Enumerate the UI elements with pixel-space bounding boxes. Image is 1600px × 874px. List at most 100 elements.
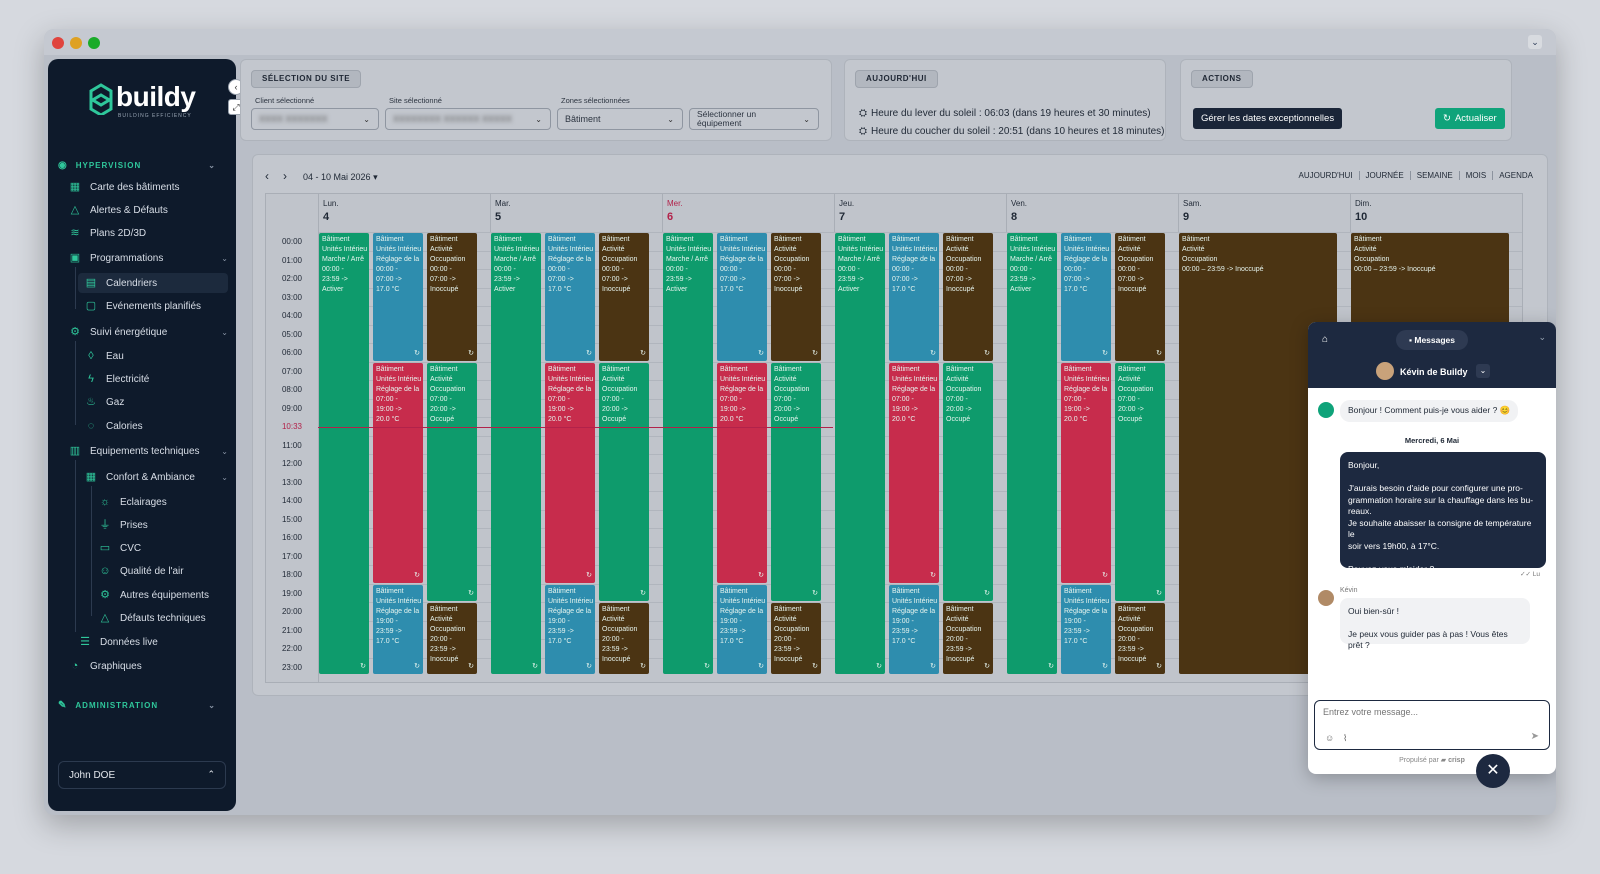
- sidebar-item-gaz[interactable]: ♨ Gaz: [84, 392, 124, 412]
- avatar: [1376, 362, 1394, 380]
- event-inoccupe-nuit[interactable]: Bâtiment Activité Occupation 00:00 - 07:00 -…: [943, 233, 993, 361]
- event-line: Unités Intérieu: [720, 597, 766, 605]
- sidebar-item-autres[interactable]: ⚙ Autres équipements: [98, 585, 209, 605]
- view-today[interactable]: AUJOURD'HUI: [1293, 171, 1360, 180]
- sidebar-item-carte[interactable]: ▦ Carte des bâtiments: [68, 177, 180, 197]
- day-header[interactable]: Lun. 4: [318, 194, 490, 232]
- sidebar-item-defauts[interactable]: △ Défauts techniques: [98, 608, 206, 628]
- message-input[interactable]: [1323, 707, 1533, 717]
- equipment-select[interactable]: Sélectionner un équipement ⌄: [689, 108, 819, 130]
- sidebar-item-evenements[interactable]: ▢ Evénements planifiés: [84, 296, 201, 316]
- maximize-window-button[interactable]: [88, 37, 100, 49]
- event-consigne-soir[interactable]: Bâtiment Unités Intérieu Réglage de la 19:0…: [545, 584, 595, 674]
- event-consigne-nuit[interactable]: Bâtiment Unités Intérieu Réglage de la 00:0…: [717, 233, 767, 361]
- attachment-icon[interactable]: ⌇: [1343, 733, 1348, 743]
- event-inoccupe-nuit[interactable]: Bâtiment Activité Occupation 00:00 - 07:00 -…: [427, 233, 477, 361]
- event-inoccupe-soir[interactable]: Bâtiment Activité Occupation 20:00 - 23:59 -…: [599, 603, 649, 674]
- view-day[interactable]: JOURNÉE: [1360, 171, 1411, 180]
- sidebar-item-electricite[interactable]: ϟ Electricité: [84, 369, 149, 389]
- event-occupe[interactable]: Bâtiment Activité Occupation 07:00 - 20:00 -…: [771, 362, 821, 601]
- user-menu[interactable]: John DOE ⌃: [58, 761, 226, 789]
- sidebar-item-eclairages[interactable]: ☼ Eclairages: [98, 492, 167, 512]
- event-marche-arret[interactable]: Bâtiment Unités Intérieu Marche / Arrê 00:0…: [319, 233, 369, 674]
- view-agenda[interactable]: AGENDA: [1499, 171, 1533, 180]
- chevron-down-icon[interactable]: ⌄: [1476, 364, 1490, 378]
- event-consigne-soir[interactable]: Bâtiment Unités Intérieu Réglage de la 19:0…: [373, 584, 423, 674]
- sidebar-item-graphiques[interactable]: ◔ Graphiques: [68, 656, 142, 676]
- exceptional-dates-button[interactable]: Gérer les dates exceptionnelles: [1193, 108, 1343, 129]
- next-week-button[interactable]: ›: [283, 169, 287, 183]
- sidebar-item-label: Alertes & Défauts: [90, 204, 168, 216]
- send-icon[interactable]: ➤: [1530, 731, 1539, 742]
- event-consigne-jour[interactable]: Bâtiment Unités Intérieu Réglage de la 07:0…: [1061, 362, 1111, 583]
- event-occupe[interactable]: Bâtiment Activité Occupation 07:00 - 20:00 -…: [427, 362, 477, 601]
- day-header[interactable]: Mar. 5: [490, 194, 662, 232]
- event-consigne-jour[interactable]: Bâtiment Unités Intérieu Réglage de la 07:0…: [545, 362, 595, 583]
- event-consigne-jour[interactable]: Bâtiment Unités Intérieu Réglage de la 07:0…: [373, 362, 423, 583]
- event-consigne-soir[interactable]: Bâtiment Unités Intérieu Réglage de la 19:0…: [889, 584, 939, 674]
- event-consigne-nuit[interactable]: Bâtiment Unités Intérieu Réglage de la 00:0…: [1061, 233, 1111, 361]
- client-select[interactable]: XXXX XXXXXXX ⌄: [251, 108, 379, 130]
- sidebar-item-suivi-energetique[interactable]: ⚙ Suivi énergétique ⌄: [68, 322, 228, 342]
- event-consigne-soir[interactable]: Bâtiment Unités Intérieu Réglage de la 19:0…: [1061, 584, 1111, 674]
- emoji-icon[interactable]: ☺: [1325, 733, 1335, 743]
- event-consigne-jour[interactable]: Bâtiment Unités Intérieu Réglage de la 07:0…: [889, 362, 939, 583]
- day-header[interactable]: Sam. 9: [1178, 194, 1350, 232]
- event-occupe[interactable]: Bâtiment Activité Occupation 07:00 - 20:00 -…: [1115, 362, 1165, 601]
- day-header[interactable]: Ven. 8: [1006, 194, 1178, 232]
- sidebar-item-eau[interactable]: ◊ Eau: [84, 346, 124, 366]
- refresh-button[interactable]: ↻ Actualiser: [1435, 108, 1505, 129]
- day-header[interactable]: Mer. 6: [662, 194, 834, 232]
- event-marche-arret[interactable]: Bâtiment Unités Intérieu Marche / Arrê 00:0…: [491, 233, 541, 674]
- event-marche-arret[interactable]: Bâtiment Unités Intérieu Marche / Arrê 00:0…: [663, 233, 713, 674]
- event-marche-arret[interactable]: Bâtiment Unités Intérieu Marche / Arrê 00:0…: [1007, 233, 1057, 674]
- chevron-down-icon[interactable]: ⌄: [1528, 35, 1542, 49]
- sidebar-item-alertes[interactable]: △ Alertes & Défauts: [68, 200, 168, 220]
- sidebar-item-prises[interactable]: ⏚ Prises: [98, 515, 148, 535]
- event-inoccupe-soir[interactable]: Bâtiment Activité Occupation 20:00 - 23:59 -…: [943, 603, 993, 674]
- event-inoccupe-soir[interactable]: Bâtiment Activité Occupation 20:00 - 23:59 -…: [427, 603, 477, 674]
- prev-week-button[interactable]: ‹: [265, 169, 269, 183]
- event-line: Unités Intérieu: [838, 246, 884, 253]
- view-week[interactable]: SEMAINE: [1411, 171, 1460, 180]
- close-window-button[interactable]: [52, 37, 64, 49]
- chevron-down-icon[interactable]: ⌄: [1538, 332, 1546, 342]
- event-consigne-nuit[interactable]: Bâtiment Unités Intérieu Réglage de la 00:0…: [373, 233, 423, 361]
- event-inoccupe-nuit[interactable]: Bâtiment Activité Occupation 00:00 - 07:00 -…: [599, 233, 649, 361]
- site-select[interactable]: XXXXXXXX XXXXXX XXXXX ⌄: [385, 108, 551, 130]
- event-line: Activité: [602, 246, 625, 253]
- sidebar-item-calendriers[interactable]: ▤ Calendriers: [78, 273, 228, 293]
- event-occupe[interactable]: Bâtiment Activité Occupation 07:00 - 20:00 -…: [943, 362, 993, 601]
- event-inoccupe-soir[interactable]: Bâtiment Activité Occupation 20:00 - 23:59 -…: [1115, 603, 1165, 674]
- event-inoccupe-nuit[interactable]: Bâtiment Activité Occupation 00:00 - 07:00 -…: [771, 233, 821, 361]
- sidebar-item-confort[interactable]: ▦ Confort & Ambiance ⌄: [84, 467, 228, 487]
- day-header[interactable]: Jeu. 7: [834, 194, 1006, 232]
- zones-select[interactable]: Bâtiment ⌄: [557, 108, 683, 130]
- event-inoccupe-nuit[interactable]: Bâtiment Activité Occupation 00:00 - 07:00 -…: [1115, 233, 1165, 361]
- sidebar-item-plans[interactable]: ≋ Plans 2D/3D: [68, 223, 146, 243]
- event-inoccupe-soir[interactable]: Bâtiment Activité Occupation 20:00 - 23:59 -…: [771, 603, 821, 674]
- sidebar-item-cvc[interactable]: ▭ CVC: [98, 538, 141, 558]
- minimize-window-button[interactable]: [70, 37, 82, 49]
- tree-line: [91, 486, 92, 616]
- event-consigne-soir[interactable]: Bâtiment Unités Intérieu Réglage de la 19:0…: [717, 584, 767, 674]
- event-consigne-nuit[interactable]: Bâtiment Unités Intérieu Réglage de la 00:0…: [889, 233, 939, 361]
- sidebar-item-equipements[interactable]: ▥ Equipements techniques ⌄: [68, 441, 228, 461]
- close-chat-button[interactable]: ✕: [1476, 754, 1510, 788]
- sidebar-item-calories[interactable]: ◌ Calories: [84, 416, 143, 436]
- hour-label: 07:00: [281, 366, 303, 376]
- event-consigne-jour[interactable]: Bâtiment Unités Intérieu Réglage de la 07:0…: [717, 362, 767, 583]
- sidebar-item-qualite-air[interactable]: ☺ Qualité de l'air: [98, 561, 183, 581]
- view-month[interactable]: MOIS: [1460, 171, 1494, 180]
- home-icon[interactable]: ⌂: [1322, 334, 1329, 345]
- sidebar-item-programmations[interactable]: ▣ Programmations ⌄: [68, 248, 228, 268]
- event-marche-arret[interactable]: Bâtiment Unités Intérieu Marche / Arrê 00:0…: [835, 233, 885, 674]
- messages-tab[interactable]: ▪ Messages: [1396, 330, 1468, 350]
- date-range-select[interactable]: 04 - 10 Mai 2026 ▾: [303, 172, 378, 183]
- event-occupe[interactable]: Bâtiment Activité Occupation 07:00 - 20:00 -…: [599, 362, 649, 601]
- day-header[interactable]: Dim. 10: [1350, 194, 1522, 232]
- section-hypervision[interactable]: ◉ HYPERVISION ⌄: [58, 160, 228, 171]
- sidebar-item-donnees-live[interactable]: ☰ Données live: [78, 632, 158, 652]
- section-administration[interactable]: ✎ ADMINISTRATION ⌄: [58, 700, 228, 711]
- event-consigne-nuit[interactable]: Bâtiment Unités Intérieu Réglage de la 00:0…: [545, 233, 595, 361]
